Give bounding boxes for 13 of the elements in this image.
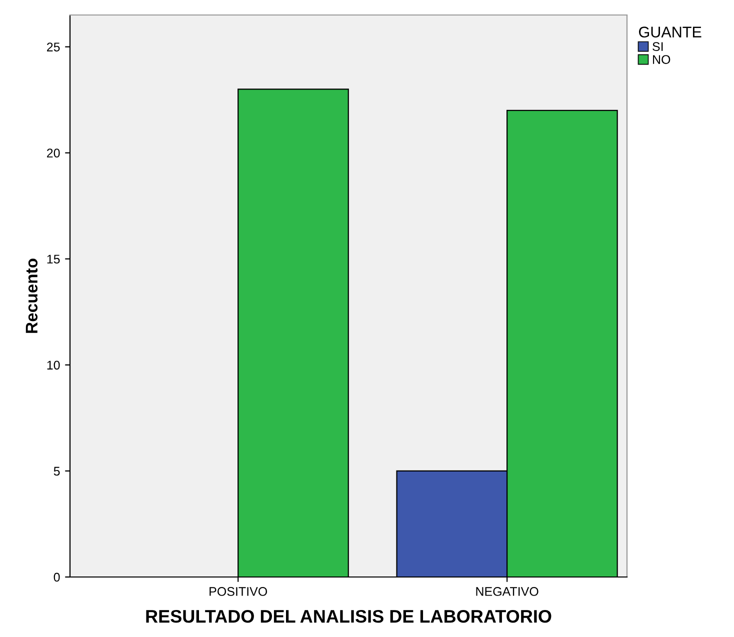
legend-label: SI — [652, 42, 663, 51]
y-tick-label: 20 — [47, 148, 60, 158]
x-tick-label: NEGATIVO — [476, 587, 538, 596]
x-axis-title: RESULTADO DEL ANALISIS DE LABORATORIO — [146, 610, 552, 623]
y-tick-label: 10 — [47, 360, 60, 370]
y-tick-label: 5 — [54, 466, 60, 476]
y-tick-label: 0 — [54, 572, 60, 582]
y-tick-label: 25 — [47, 42, 60, 52]
legend-label: NO — [653, 55, 670, 64]
x-tick-label: POSITIVO — [210, 587, 268, 596]
y-axis-title: Recuento — [26, 258, 38, 333]
y-tick-label: 15 — [47, 254, 60, 264]
legend-title: GUANTE — [639, 26, 702, 38]
